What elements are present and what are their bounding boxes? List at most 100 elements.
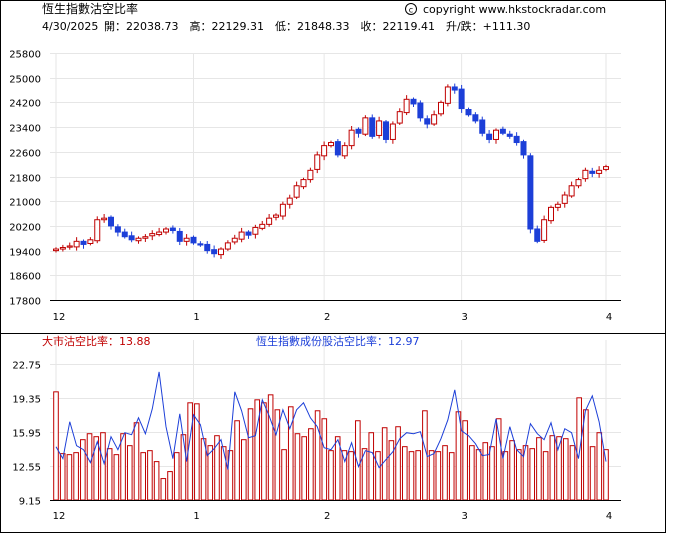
market-short-bar [448, 452, 455, 501]
candle [527, 153, 534, 234]
lower-ytick-label: 22.75 [12, 361, 41, 372]
candle [94, 216, 101, 244]
candle [218, 247, 224, 259]
candle-body [197, 243, 204, 246]
market-short-bar [294, 433, 301, 501]
market-short-bar [241, 439, 247, 501]
market-short-bar [428, 450, 435, 501]
lower-xticks: 12 1 2 3 4 [53, 511, 613, 522]
candle [589, 167, 596, 178]
candle-body [348, 129, 355, 147]
candle-body [101, 217, 108, 221]
candle-body [506, 133, 513, 137]
candle [541, 215, 548, 243]
lower-ytick-label: 9.15 [19, 497, 41, 508]
candle [321, 141, 328, 161]
candle [211, 245, 218, 258]
candle-body [114, 226, 121, 233]
market-short-bar [86, 433, 93, 501]
candle-body [238, 231, 245, 240]
candle-body [252, 226, 259, 235]
candle [561, 191, 568, 208]
market-short-bar [66, 454, 73, 501]
candle [568, 181, 575, 198]
candle-body [266, 217, 273, 225]
upper-ytick-label: 25000 [9, 75, 41, 86]
candle-body [176, 230, 183, 242]
candle [465, 107, 472, 117]
candle [273, 213, 279, 221]
candle-body [169, 227, 176, 232]
candle [472, 112, 479, 124]
market-short-bar [247, 408, 254, 501]
candle-body [534, 228, 541, 242]
market-short-bar [435, 451, 442, 501]
candlestick-series [53, 83, 609, 259]
candle [197, 241, 204, 247]
candle-body [142, 236, 149, 239]
lower-ytick-label: 19.35 [12, 395, 41, 406]
market-short-bar [348, 451, 354, 501]
market-short-bar [489, 446, 495, 501]
market-short-bar [388, 440, 395, 501]
candle-body [486, 133, 493, 140]
candle-body [424, 118, 431, 125]
candle-body [190, 236, 197, 244]
candle [554, 201, 561, 212]
market-short-bar [120, 433, 126, 501]
candle-body [568, 185, 575, 197]
candle [245, 230, 252, 239]
candle-body [231, 237, 238, 243]
market-short-bar [549, 435, 556, 501]
upper-xtick-label: 1 [193, 312, 199, 323]
candle [389, 121, 396, 144]
lower-xtick-label: 4 [606, 511, 612, 522]
candle-body [396, 111, 403, 124]
market-short-bar [160, 478, 167, 501]
upper-xtick-label: 12 [53, 312, 66, 323]
candle-body [438, 101, 444, 115]
market-short-bar [516, 449, 522, 501]
market-short-bar [495, 418, 502, 501]
candle [334, 138, 341, 158]
market-short-bar [569, 445, 576, 501]
market-short-bar [147, 450, 153, 501]
hsi-short-label-text: 恆生指數成份股沽空比率： [256, 334, 388, 348]
market-short-bar [469, 445, 475, 501]
candle [53, 247, 59, 253]
candle-body [575, 179, 582, 187]
candle [603, 164, 609, 172]
market-short-bar [308, 428, 314, 501]
candle [286, 194, 293, 209]
candle-body [582, 169, 589, 180]
market-short-bar [133, 422, 140, 501]
upper-xtick-label: 3 [461, 312, 467, 323]
candle [176, 228, 183, 246]
market-short-bar [53, 391, 59, 501]
lower-ytick-label: 12.55 [12, 463, 41, 474]
candle-body [73, 240, 80, 248]
upper-ytick-label: 20200 [9, 223, 41, 234]
market-short-label-text: 大市沽空比率： [42, 334, 119, 348]
candle [59, 244, 66, 252]
upper-ytick-label: 23400 [9, 124, 41, 135]
candle-body [548, 206, 554, 222]
upper-ytick-label: 24200 [9, 99, 41, 110]
candle-body [87, 239, 94, 244]
lower-xtick-label: 12 [53, 511, 66, 522]
candle-body [245, 231, 252, 236]
candle [128, 231, 135, 243]
candle [499, 126, 506, 136]
upper-ytick-label: 18600 [9, 272, 41, 283]
market-short-bar [408, 451, 415, 501]
candle-body [224, 242, 231, 250]
candle [238, 227, 245, 243]
candle [101, 214, 108, 223]
market-short-bar [314, 410, 321, 501]
candle [513, 132, 520, 146]
market-short-bar [583, 409, 589, 501]
candle-body [527, 155, 534, 230]
candle-body [218, 248, 224, 256]
